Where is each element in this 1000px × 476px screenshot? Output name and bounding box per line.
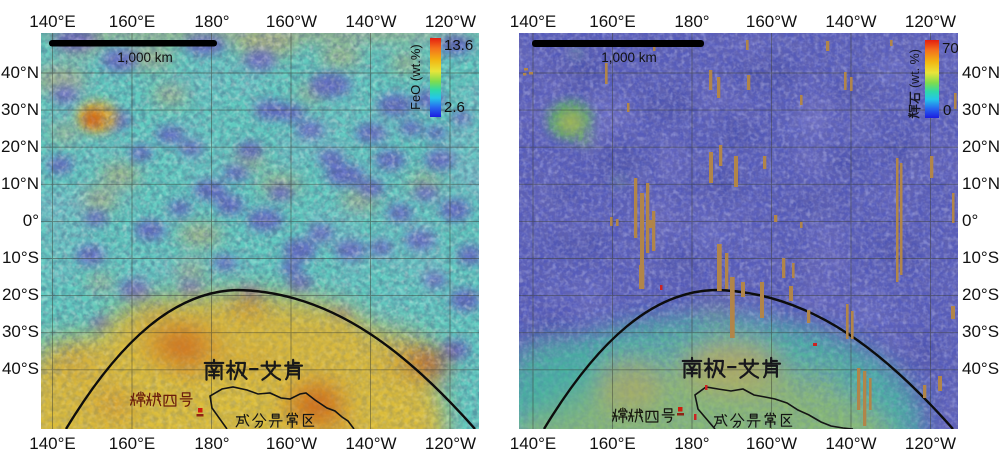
- svg-text:FeO (wt.%): FeO (wt.%): [408, 44, 423, 110]
- svg-text:2.6: 2.6: [444, 99, 465, 116]
- svg-text:13.6: 13.6: [444, 37, 473, 54]
- svg-text:70: 70: [942, 40, 958, 57]
- svg-text:1,000 km: 1,000 km: [117, 50, 173, 65]
- svg-text:(wt. %): (wt. %): [908, 49, 922, 88]
- svg-text:1,000 km: 1,000 km: [601, 50, 657, 65]
- svg-text:0: 0: [943, 102, 951, 119]
